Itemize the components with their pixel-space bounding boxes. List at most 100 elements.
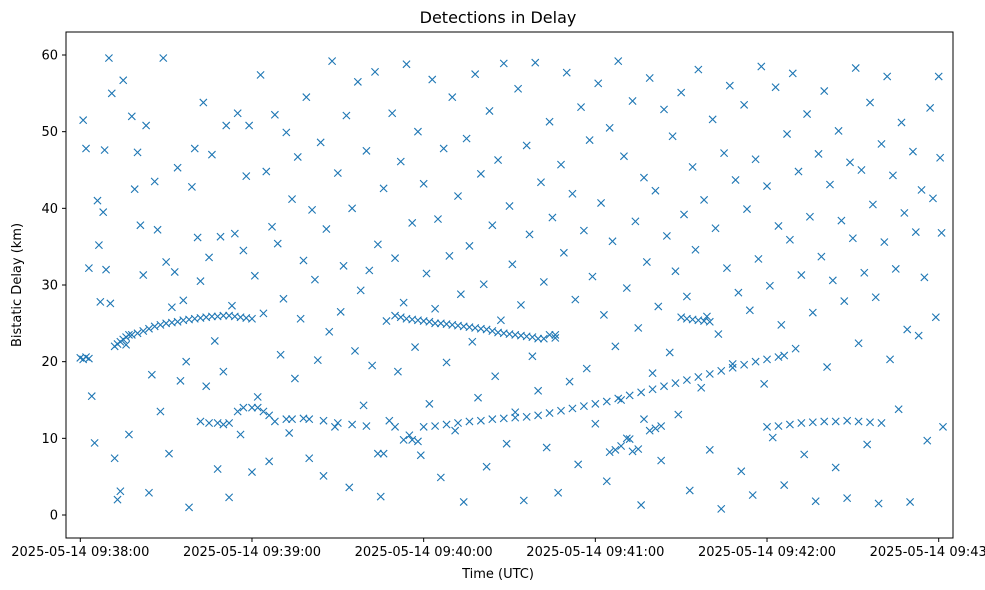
detection-marker — [522, 141, 531, 150]
detection-marker — [677, 88, 686, 97]
detection-marker — [605, 123, 614, 132]
x-tick-label: 2025-05-14 09:39:00 — [183, 545, 321, 560]
detection-marker — [588, 272, 597, 281]
detection-marker — [534, 334, 543, 343]
detection-marker — [617, 442, 626, 450]
detection-marker — [282, 415, 291, 424]
detection-marker — [442, 358, 451, 367]
detection-marker — [119, 76, 128, 85]
detection-marker — [528, 333, 537, 342]
detection-marker — [734, 288, 743, 297]
detection-marker — [851, 64, 860, 73]
detection-marker — [84, 354, 93, 363]
detection-marker — [90, 438, 99, 447]
y-tick-label: 30 — [41, 279, 58, 294]
detection-marker — [622, 434, 631, 443]
detection-marker — [760, 379, 769, 388]
detection-marker — [362, 146, 371, 155]
detection-marker — [416, 451, 425, 460]
detection-marker — [931, 313, 940, 322]
detection-marker — [265, 457, 274, 466]
detection-marker — [828, 276, 837, 285]
detection-marker — [697, 383, 706, 392]
detection-marker — [548, 213, 557, 222]
detection-marker — [617, 396, 626, 404]
detection-marker — [846, 158, 854, 167]
detection-marker — [677, 313, 686, 322]
detection-marker — [342, 111, 351, 120]
detection-marker — [717, 504, 726, 513]
detection-marker — [585, 136, 594, 145]
detection-marker — [170, 267, 179, 276]
detection-marker — [694, 65, 703, 74]
detection-marker — [159, 54, 168, 63]
detection-marker — [639, 173, 648, 182]
y-tick-label: 10 — [41, 432, 58, 447]
detection-marker — [310, 275, 319, 284]
detection-marker — [431, 304, 440, 313]
detection-marker — [705, 445, 714, 454]
detection-marker — [262, 167, 271, 176]
detection-marker — [182, 357, 191, 366]
detection-marker — [422, 269, 431, 278]
detection-marker — [797, 419, 806, 427]
detection-marker — [628, 97, 637, 105]
detection-marker — [559, 248, 568, 257]
detection-marker — [305, 415, 314, 424]
detection-marker — [253, 403, 262, 412]
detection-marker — [491, 372, 500, 381]
detection-marker — [442, 420, 451, 429]
detection-marker — [302, 93, 311, 102]
detection-marker — [705, 317, 714, 326]
y-tick-label: 50 — [41, 125, 58, 140]
detection-marker — [545, 117, 554, 126]
detection-marker — [488, 221, 497, 230]
detection-marker — [225, 419, 234, 427]
detection-marker — [156, 320, 165, 329]
detection-marker — [545, 330, 554, 339]
detection-marker — [528, 352, 537, 361]
detection-marker — [682, 376, 691, 385]
detection-marker — [253, 392, 262, 401]
detection-marker — [173, 163, 182, 172]
detection-marker — [557, 406, 565, 415]
detection-marker — [165, 449, 173, 458]
detection-marker — [637, 501, 646, 510]
detection-marker — [648, 369, 657, 378]
detection-marker — [582, 364, 591, 373]
detection-marker — [288, 195, 297, 204]
detection-marker — [133, 148, 142, 157]
detection-marker — [631, 217, 640, 226]
detection-marker — [708, 115, 717, 124]
detection-marker — [602, 477, 611, 486]
detection-marker — [408, 218, 417, 227]
detection-marker — [468, 337, 477, 346]
detection-marker — [837, 216, 846, 225]
detection-marker — [482, 462, 491, 471]
detection-marker — [293, 152, 302, 161]
detection-marker — [777, 320, 786, 329]
detection-marker — [336, 307, 345, 316]
detection-marker — [96, 297, 105, 306]
detection-marker — [788, 69, 797, 78]
detection-marker — [431, 319, 440, 328]
detection-marker — [516, 300, 525, 309]
detection-marker — [396, 313, 405, 322]
detection-marker — [868, 200, 877, 209]
detection-marker — [402, 60, 411, 69]
detection-marker — [886, 355, 895, 364]
detection-marker — [539, 277, 548, 286]
detection-marker — [803, 110, 812, 119]
detection-marker — [365, 266, 374, 275]
detection-marker — [256, 70, 265, 79]
detection-marker — [539, 334, 548, 343]
detection-marker — [740, 360, 749, 369]
detection-marker — [219, 367, 228, 376]
detection-marker — [579, 402, 588, 411]
detection-marker — [127, 330, 136, 339]
detection-marker — [634, 323, 643, 332]
detection-marker — [917, 185, 926, 194]
detection-marker — [637, 388, 646, 397]
detection-marker — [179, 296, 188, 305]
